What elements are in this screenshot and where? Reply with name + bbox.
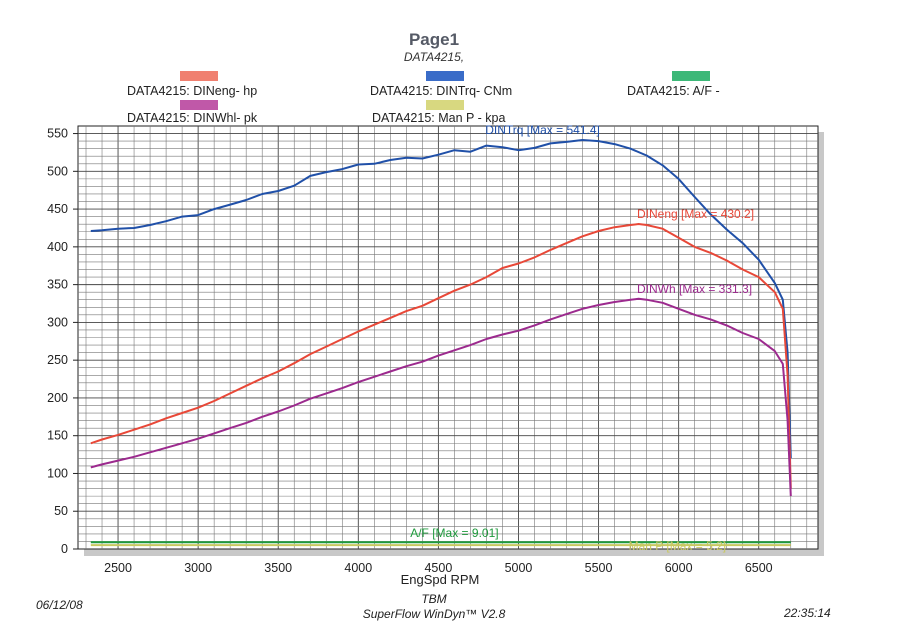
plot-shadow-right bbox=[818, 132, 824, 556]
legend-label-dineng: DATA4215: DINeng- hp bbox=[127, 84, 258, 98]
plot-shadow-bottom bbox=[84, 549, 824, 556]
legend-label-af: DATA4215: A/F - bbox=[627, 84, 720, 98]
y-tick-label: 0 bbox=[61, 542, 68, 556]
y-tick-label: 50 bbox=[54, 504, 68, 518]
annotation-dintrq: DINTrq [Max = 541.4] bbox=[485, 123, 600, 137]
annotation-dinwh: DINWh [Max = 331.3] bbox=[637, 282, 752, 296]
x-tick-label: 4500 bbox=[424, 561, 452, 575]
y-tick-label: 250 bbox=[47, 353, 68, 367]
y-tick-label: 150 bbox=[47, 429, 68, 443]
series-line-dintrq bbox=[90, 139, 792, 459]
legend-label-dinwhl: DATA4215: DINWhl- pk bbox=[127, 111, 258, 125]
x-tick-label: 3000 bbox=[184, 561, 212, 575]
annotation-dineng: DINeng [Max = 430.2] bbox=[637, 207, 754, 221]
x-tick-label: 4000 bbox=[344, 561, 372, 575]
series-line-dinwh bbox=[90, 297, 792, 497]
legend-label-manp: DATA4215: Man P - kpa bbox=[372, 111, 506, 125]
y-tick-label: 100 bbox=[47, 466, 68, 480]
x-tick-label: 3500 bbox=[264, 561, 292, 575]
footer-tag: TBM bbox=[421, 592, 447, 606]
footer-software: SuperFlow WinDyn™ V2.8 bbox=[362, 607, 506, 621]
page-title: Page1 bbox=[408, 30, 460, 49]
legend-swatch-dintrq bbox=[426, 71, 464, 81]
x-tick-label: 5500 bbox=[585, 561, 613, 575]
legend-swatch-manp bbox=[426, 100, 464, 110]
page-subtitle: DATA4215, bbox=[403, 50, 465, 64]
x-axis-label: EngSpd RPM bbox=[401, 572, 480, 587]
series-lines bbox=[90, 139, 792, 547]
legend-swatch-dineng bbox=[180, 71, 218, 81]
y-tick-label: 450 bbox=[47, 202, 68, 216]
axis-ticks: 0 50 100 150 200 250 300 350 400 450 500 550 2500 300… bbox=[47, 127, 773, 575]
legend-swatch-af bbox=[672, 71, 710, 81]
annotation-a-f: A/F [Max = 9.01] bbox=[410, 526, 498, 540]
y-tick-label: 300 bbox=[47, 315, 68, 329]
annotation-man-p: Man P [Max = 5.2] bbox=[629, 539, 727, 553]
legend-label-dintrq: DATA4215: DINTrq- CNm bbox=[370, 84, 513, 98]
y-tick-label: 550 bbox=[47, 127, 68, 141]
legend-swatch-dinwhl bbox=[180, 100, 218, 110]
x-tick-label: 2500 bbox=[104, 561, 132, 575]
footer-time: 22:35:14 bbox=[784, 606, 831, 620]
y-tick-label: 400 bbox=[47, 240, 68, 254]
y-tick-label: 500 bbox=[47, 164, 68, 178]
y-tick-label: 350 bbox=[47, 278, 68, 292]
series-annotations: DINTrq [Max = 541.4] DINeng [Max = 430.2]… bbox=[410, 123, 754, 553]
x-tick-label: 6000 bbox=[665, 561, 693, 575]
x-tick-label: 5000 bbox=[505, 561, 533, 575]
series-line-dineng bbox=[90, 223, 792, 489]
footer-date: 06/12/08 bbox=[36, 598, 83, 612]
y-tick-label: 200 bbox=[47, 391, 68, 405]
x-tick-label: 6500 bbox=[745, 561, 773, 575]
